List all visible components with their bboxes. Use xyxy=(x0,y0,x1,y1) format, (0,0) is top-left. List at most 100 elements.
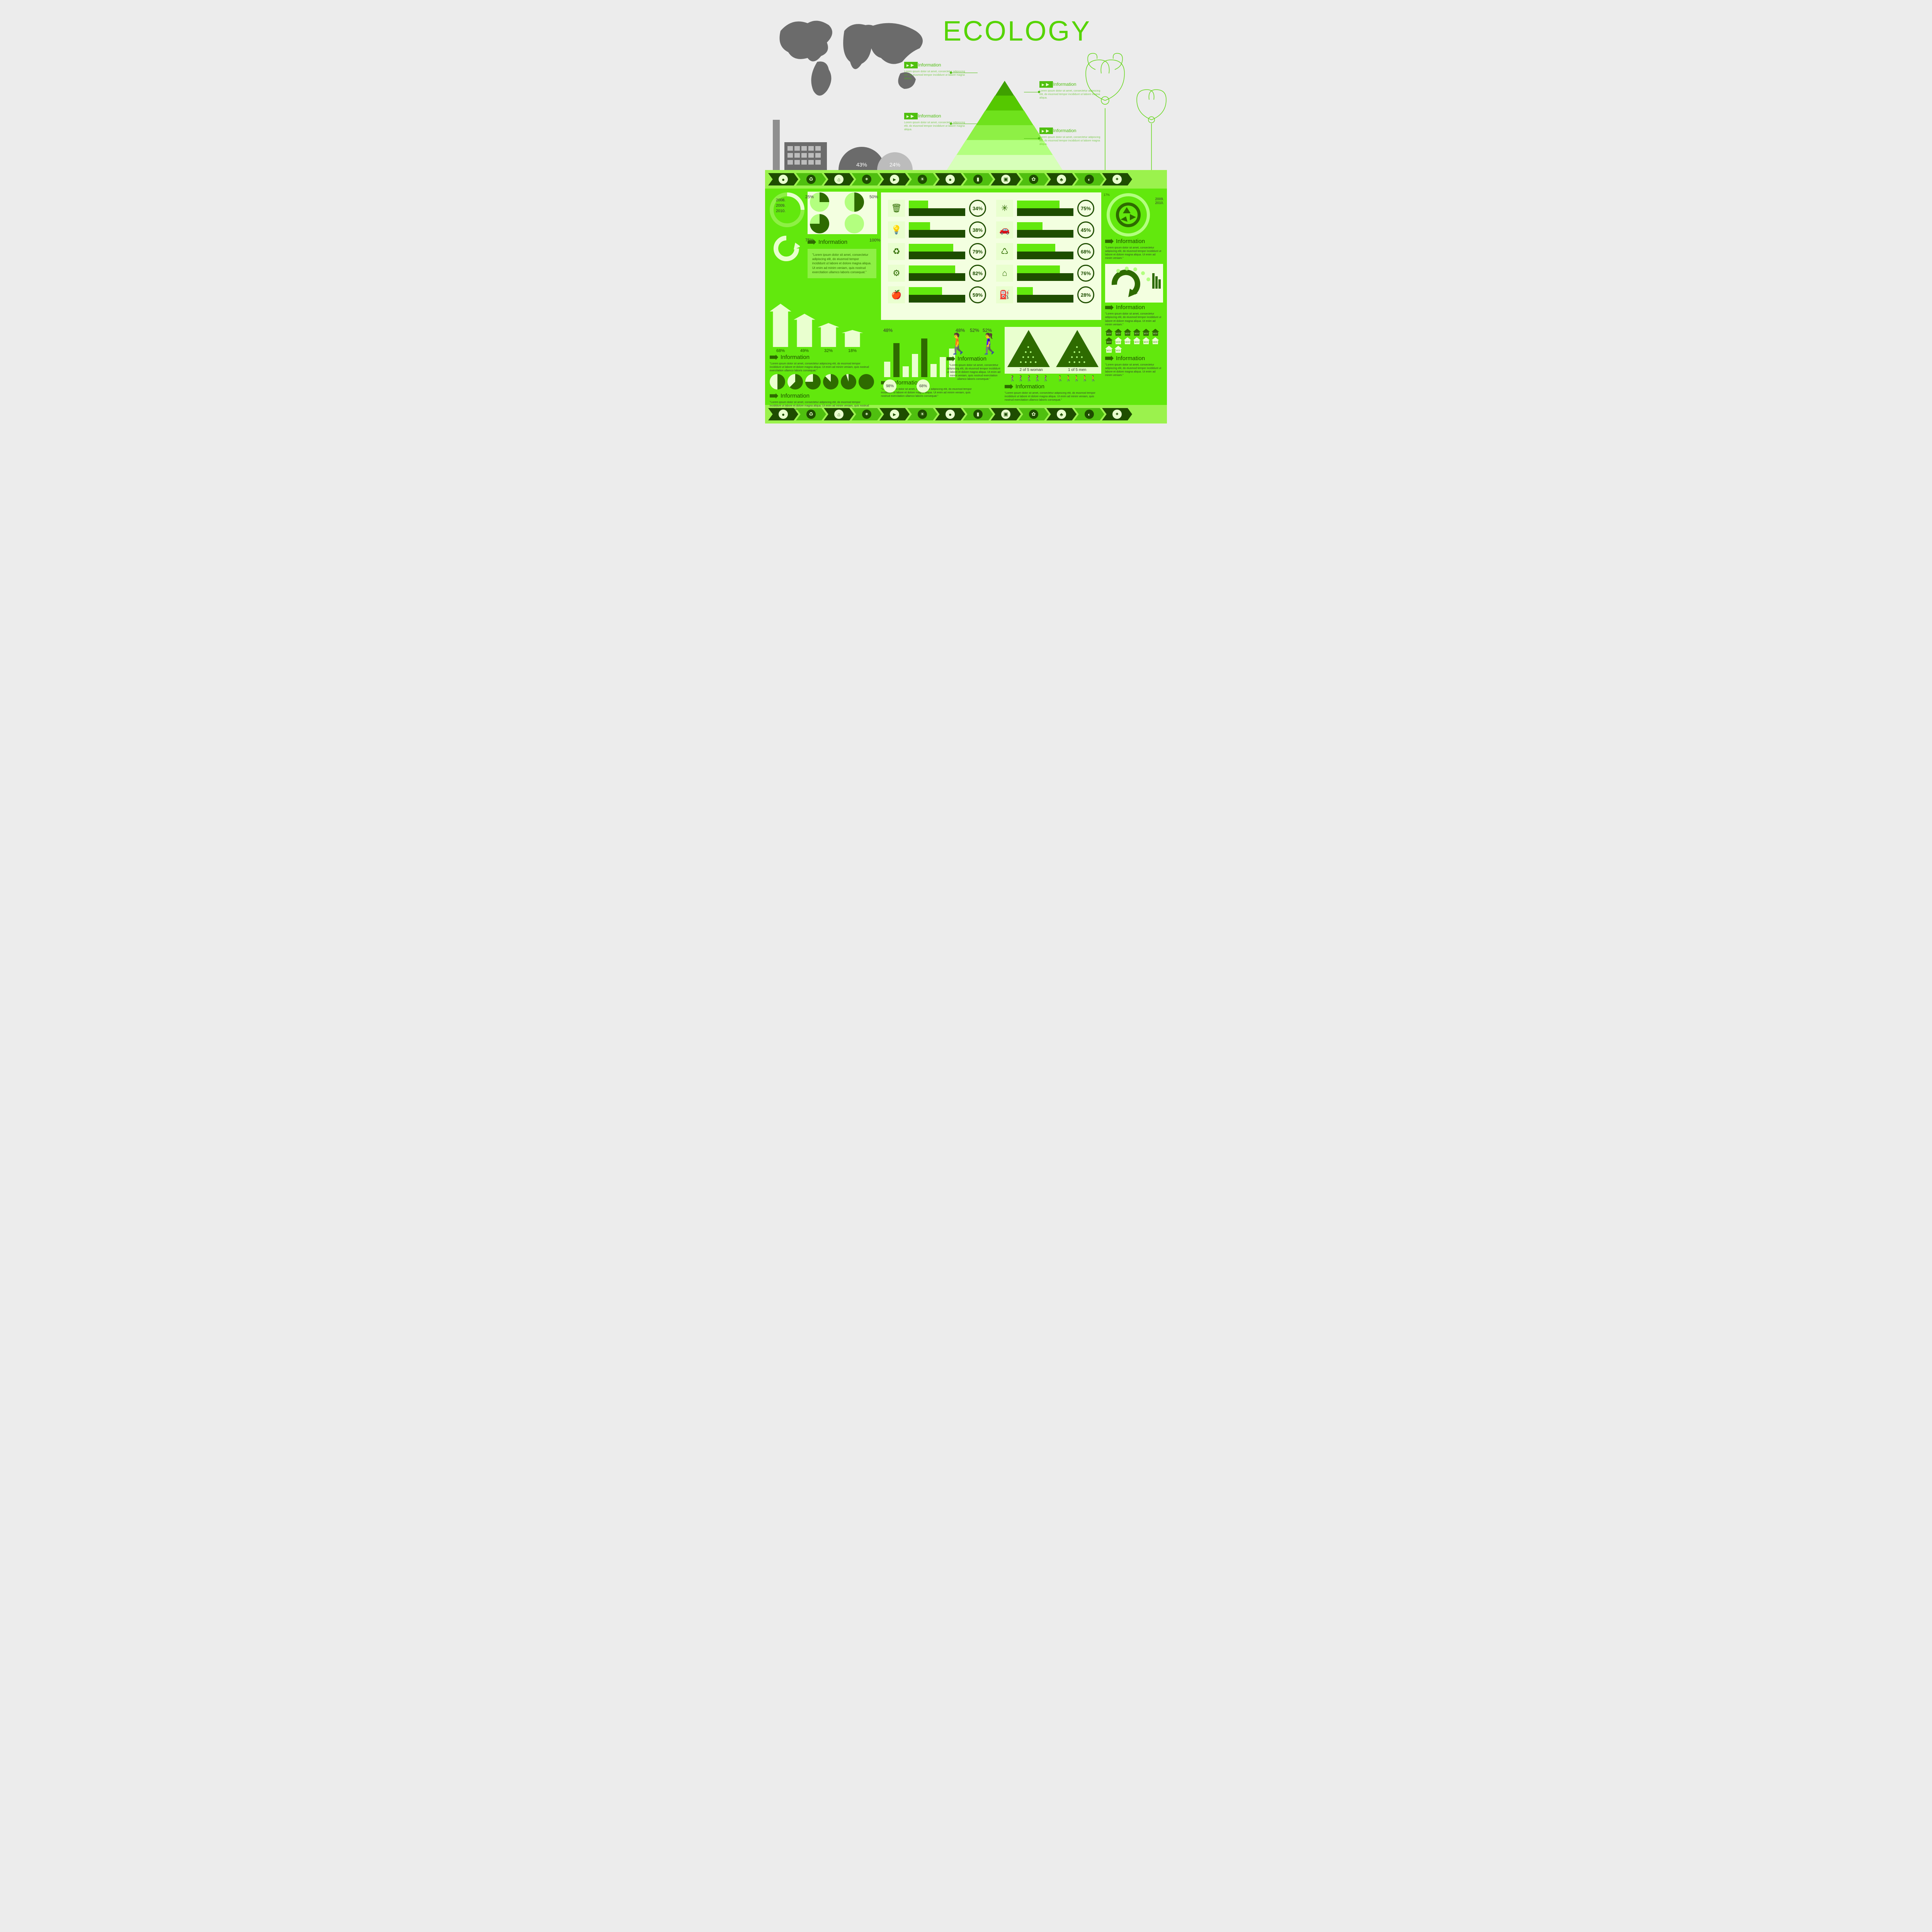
row-icon: ⌂ xyxy=(996,265,1013,282)
strip-chevron: ✦ xyxy=(1102,173,1132,185)
house-icon: ECO xyxy=(1114,337,1122,344)
strip-icon: ✶ xyxy=(862,410,871,419)
progress-row: ⚙ 82% xyxy=(888,264,986,282)
strip-chevron: ♻ xyxy=(796,408,826,420)
house-icon: ECO xyxy=(1105,329,1113,336)
body-section: 2008. 2009. 2010. 25%50%75%100% Informat… xyxy=(765,189,1167,405)
arrow-bar: 68% xyxy=(770,304,791,347)
vbar xyxy=(912,354,918,377)
strip-icon: ⌂ xyxy=(834,175,844,184)
strip-icon: ✿ xyxy=(1029,410,1038,419)
strip-icon: ♣ xyxy=(1057,410,1066,419)
vbar xyxy=(930,364,937,377)
strip-icon: ● xyxy=(779,410,788,419)
donut-stat: 100% xyxy=(845,214,864,233)
icon-strip-top: ●♻⌂✶►☀●▮▣✿♣◐✦ xyxy=(765,170,1167,189)
row-pct: 82% xyxy=(969,265,986,282)
strip-chevron: ⌂ xyxy=(824,173,854,185)
semicircle-stat: 24% xyxy=(877,152,913,170)
vbar xyxy=(903,366,909,377)
strip-chevron: ✶ xyxy=(852,173,882,185)
mini-pie xyxy=(859,374,874,389)
strip-icon: ✦ xyxy=(1112,410,1122,419)
vbar-circle-2: 68% xyxy=(917,379,930,393)
row-icon: 🚗 xyxy=(996,221,1013,238)
house-icon: ECO xyxy=(1142,337,1150,344)
progress-row: 💡 38% xyxy=(888,221,986,239)
factory-icon xyxy=(773,112,831,170)
row-pct: 34% xyxy=(969,200,986,217)
progress-row: 🗑 34% xyxy=(888,199,986,217)
strip-icon: ▮ xyxy=(973,175,983,184)
row-icon: ✳ xyxy=(996,200,1013,217)
house-icon: ECO xyxy=(1133,337,1141,344)
progress-row: 🚗 45% xyxy=(996,221,1094,239)
decorative-trees xyxy=(1074,43,1167,170)
strip-icon: ✶ xyxy=(862,175,871,184)
arrow-bar: 18% xyxy=(842,330,863,347)
right-mini-panel xyxy=(1105,264,1163,303)
strip-chevron: ◐ xyxy=(1074,408,1104,420)
strip-chevron: ● xyxy=(768,408,798,420)
strip-chevron: ▣ xyxy=(991,408,1021,420)
progress-row: ♺ 68% xyxy=(996,243,1094,260)
vbar xyxy=(940,357,946,377)
vbar-pct-1: 48% xyxy=(883,328,893,333)
strip-chevron: ✶ xyxy=(852,408,882,420)
house-icon: ECO xyxy=(1133,329,1141,336)
house-icon: ECO xyxy=(1151,329,1159,336)
strip-icon: ▣ xyxy=(1001,175,1010,184)
house-icon: ECO xyxy=(1114,329,1122,336)
strip-icon: ♻ xyxy=(806,175,816,184)
right-column: 17% 2009.2010. Information "Lorem ipsum … xyxy=(1105,192,1163,377)
arrow-bar: 49% xyxy=(794,314,815,347)
row-icon: 🗑 xyxy=(888,200,905,217)
header-section: ECOLOGY 43%24% ▶InformationLorem ipsum d… xyxy=(765,12,1167,170)
strip-icon: ✦ xyxy=(1112,175,1122,184)
strip-icon: ☀ xyxy=(918,410,927,419)
row-bar xyxy=(909,201,965,216)
row-bar xyxy=(1017,287,1073,303)
row-pct: 59% xyxy=(969,286,986,303)
row-pct: 28% xyxy=(1077,286,1094,303)
strip-icon: ● xyxy=(946,175,955,184)
vbar xyxy=(893,343,900,377)
people-pyramids: ●● ●● ● ●● ● ● ● ●● ●● ● ●● ● ● ● 2 of 5… xyxy=(1005,327,1101,402)
right-years: 2009.2010. xyxy=(1155,197,1164,205)
mini-pie xyxy=(787,374,803,389)
house-icon: ECO xyxy=(1142,329,1150,336)
progress-row: ✳ 75% xyxy=(996,199,1094,217)
row-pct: 75% xyxy=(1077,200,1094,217)
vbar xyxy=(884,362,890,377)
strip-chevron: ● xyxy=(768,173,798,185)
row-bar xyxy=(1017,201,1073,216)
strip-chevron: ☀ xyxy=(907,173,937,185)
house-icon: ECO xyxy=(1105,346,1113,353)
people-panel: 48%52% 🚶 🚶‍♀️ Information "Lorem ipsum d… xyxy=(947,328,1001,393)
row-bar xyxy=(909,287,965,303)
strip-chevron: ► xyxy=(879,173,910,185)
strip-icon: ⌂ xyxy=(834,410,844,419)
row-bar xyxy=(1017,244,1073,259)
vbar-circle-1: 98% xyxy=(883,379,896,393)
donut-stat: 75% xyxy=(810,214,829,233)
row-icon: ⛽ xyxy=(996,286,1013,303)
strip-icon: ♣ xyxy=(1057,175,1066,184)
arrow-ring-icon xyxy=(773,235,800,262)
progress-row: ⌂ 76% xyxy=(996,264,1094,282)
strip-icon: ▮ xyxy=(973,410,983,419)
pyramid-callout: ▶InformationLorem ipsum dolor sit amet, … xyxy=(1039,128,1101,146)
man-icon: 🚶 xyxy=(946,334,971,354)
strip-icon: ● xyxy=(946,410,955,419)
strip-chevron: ● xyxy=(935,173,965,185)
recycle-ring-chart xyxy=(1105,192,1151,238)
strip-icon: ▣ xyxy=(1001,410,1010,419)
strip-icon: ● xyxy=(779,175,788,184)
strip-chevron: ☀ xyxy=(907,408,937,420)
strip-chevron: ✿ xyxy=(1019,173,1049,185)
strip-chevron: ⌂ xyxy=(824,408,854,420)
strip-chevron: ● xyxy=(935,408,965,420)
mini-pie xyxy=(823,374,838,389)
pyramid-callout: ▶InformationLorem ipsum dolor sit amet, … xyxy=(904,113,966,131)
strip-icon: ♻ xyxy=(806,410,816,419)
